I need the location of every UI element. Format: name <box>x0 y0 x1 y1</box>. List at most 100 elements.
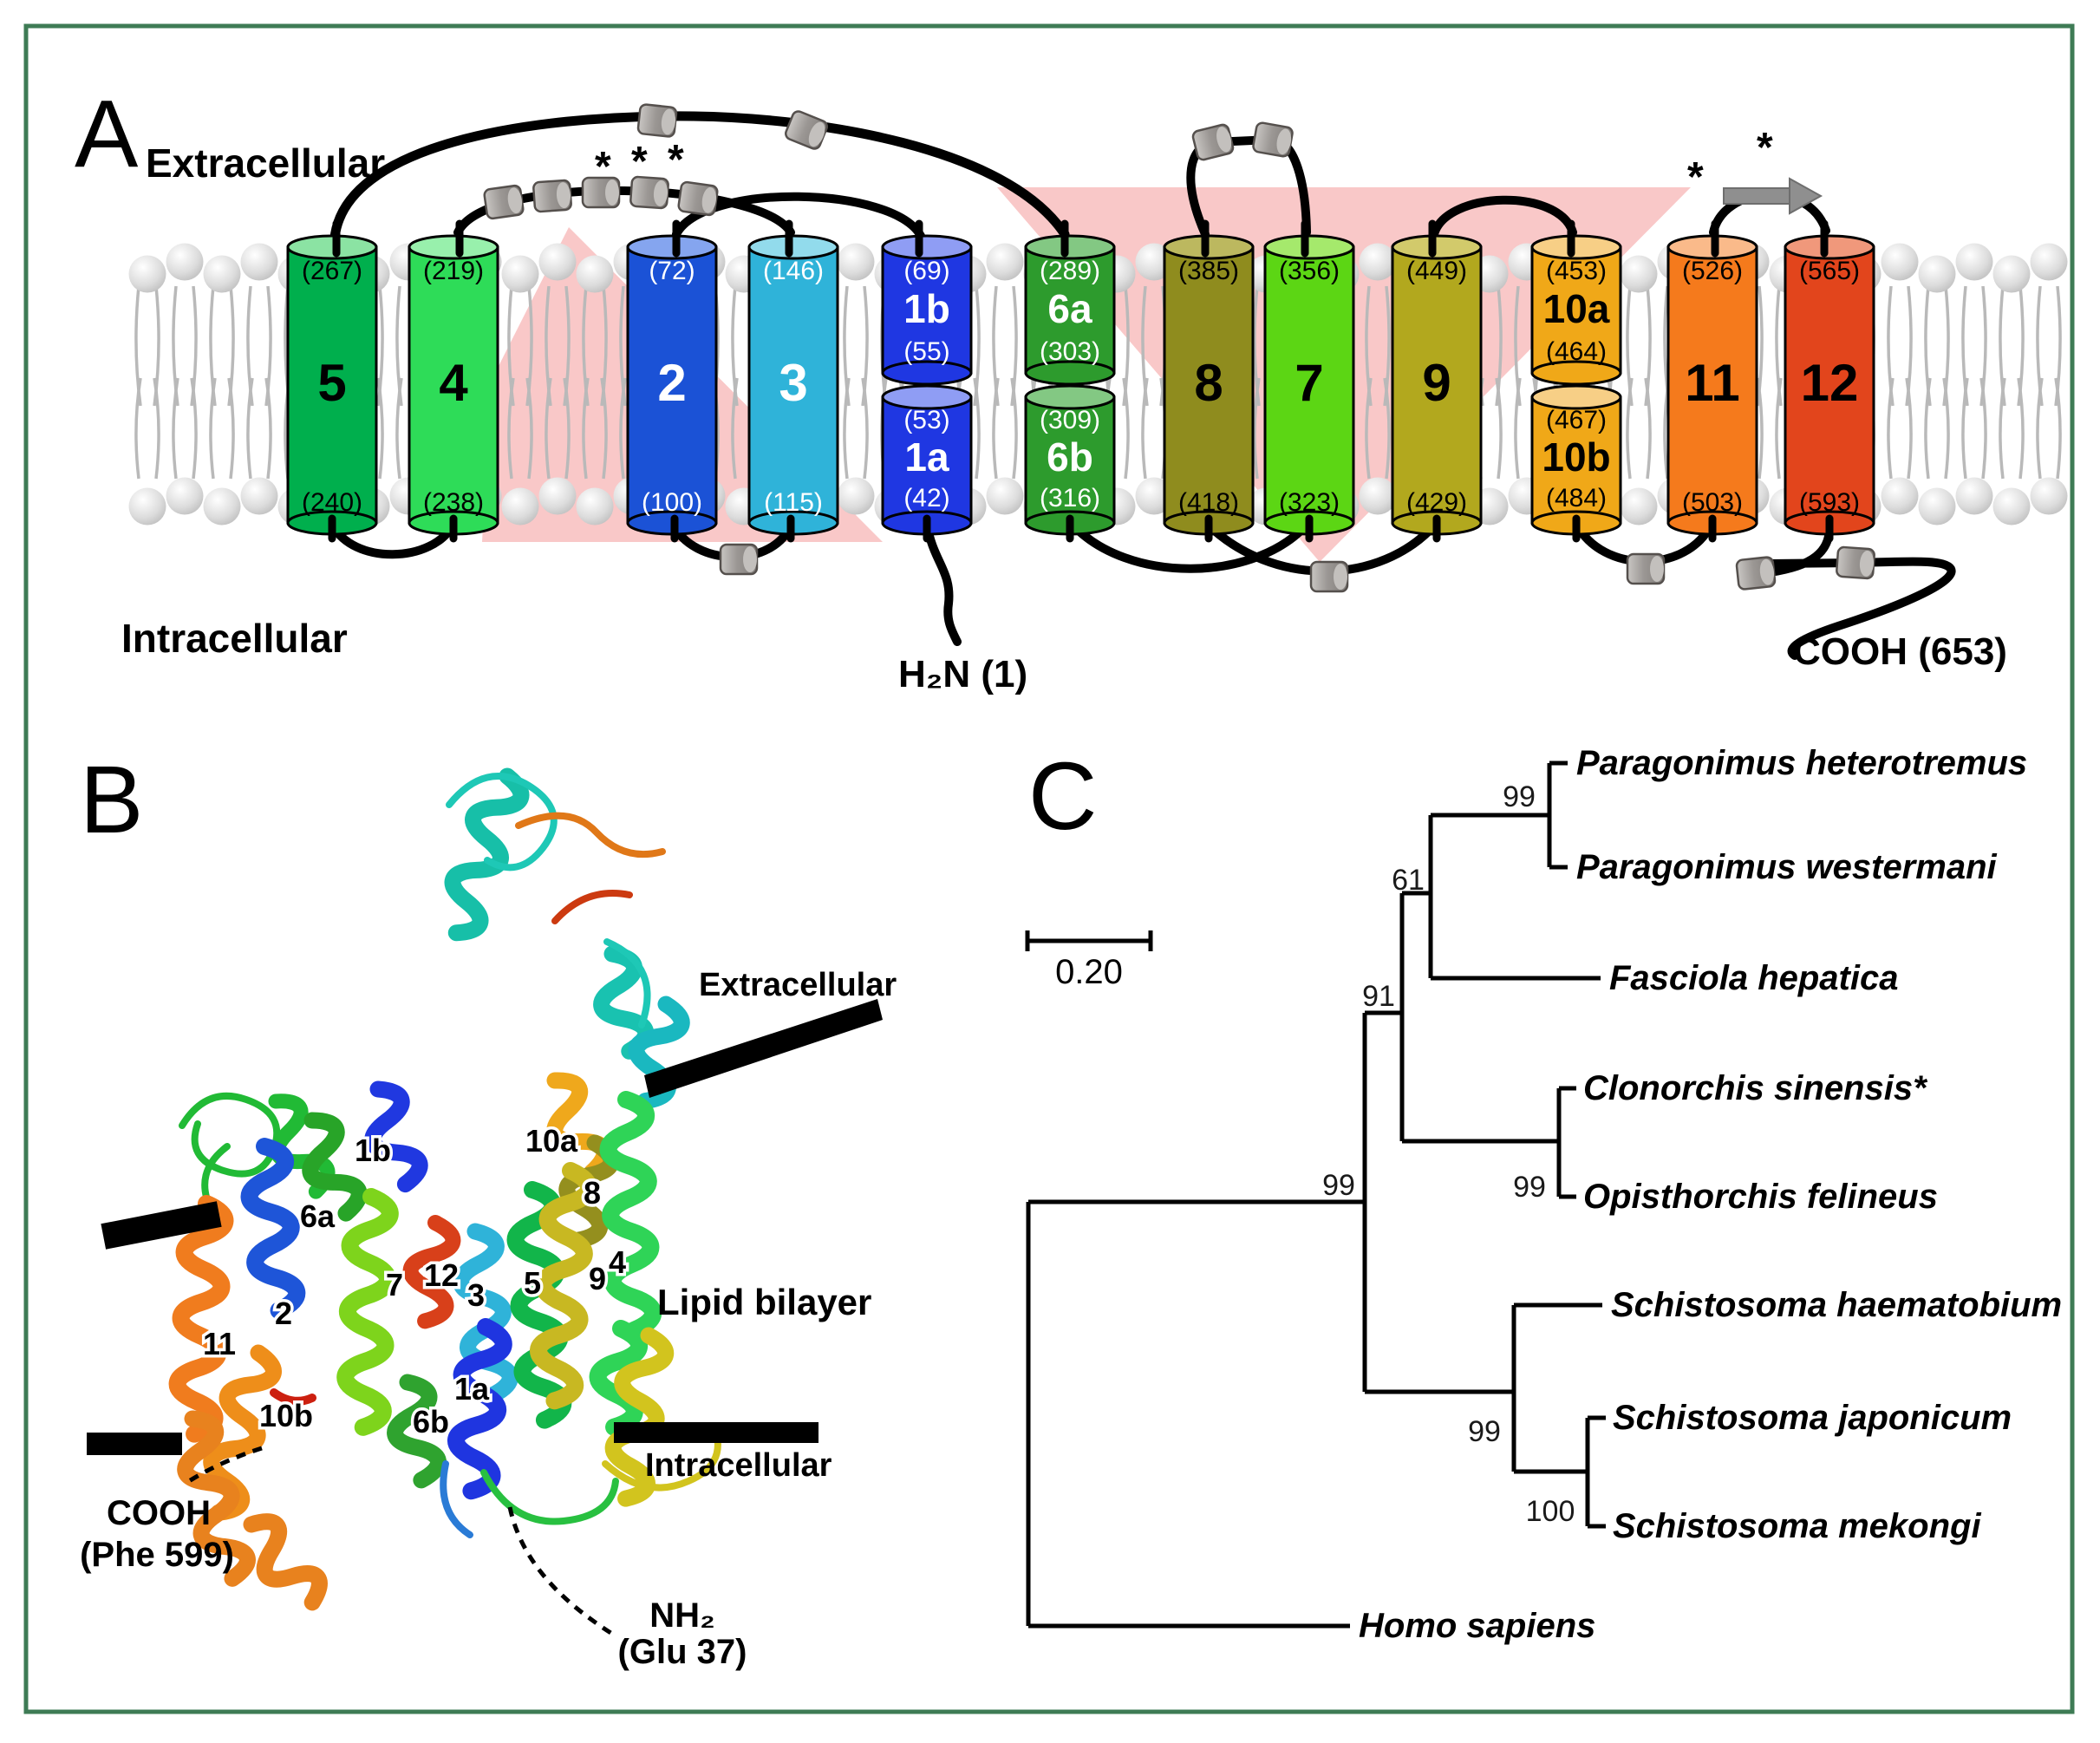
phylogenetic-tree-branches <box>1026 761 1606 1629</box>
lipid-head-icon <box>240 243 278 281</box>
bead-icon <box>483 184 525 220</box>
intracellular-label-b: Intracellular <box>645 1447 832 1484</box>
svg-text:(429): (429) <box>1406 488 1467 517</box>
svg-text:8: 8 <box>1194 354 1223 412</box>
lipid-head-icon <box>2030 243 2068 281</box>
helix-label-2: 2 <box>275 1296 292 1331</box>
svg-text:7: 7 <box>1295 354 1323 412</box>
helix-label-9: 9 <box>589 1261 606 1296</box>
helix-2-cylinder: (72) 2 (100) <box>626 234 718 536</box>
lipid-head-icon <box>1918 255 1956 293</box>
lipid-head-icon <box>576 255 614 293</box>
lipid-head-icon <box>501 487 539 526</box>
helix-label-11: 11 <box>203 1326 236 1361</box>
lipid-head-icon <box>837 477 875 515</box>
bead-icon <box>636 103 678 138</box>
helix-label-6b: 6b <box>413 1404 449 1439</box>
scale-bar: 0.20 <box>1025 930 1153 991</box>
svg-text:(526): (526) <box>1682 257 1743 285</box>
tree-tip-label-4: Clonorchis sinensis* <box>1583 1069 1928 1107</box>
svg-text:6b: 6b <box>1047 434 1093 480</box>
lipid-head-icon <box>1992 487 2031 526</box>
helix-10-cylinder: (453)10a (464) (467)10b (484) <box>1530 234 1622 536</box>
lipid-head-icon <box>501 255 539 293</box>
loop-7-8 <box>1186 135 1311 238</box>
svg-text:(240): (240) <box>302 488 362 517</box>
bootstrap-value: 99 <box>1503 780 1536 813</box>
arrow-head-icon <box>1789 177 1823 215</box>
loop-5-6a <box>329 111 1070 243</box>
extracellular-label-b: Extracellular <box>699 967 897 1003</box>
helix-12-cylinder: (565) 12 (593) <box>1784 234 1875 536</box>
panel-a-topology: A Extracellular Intracellular (267) 5 (240… <box>75 81 2068 695</box>
helix-3-cylinder: (146) 3 (115) <box>747 234 839 536</box>
svg-text:12: 12 <box>1801 354 1859 412</box>
svg-text:(289): (289) <box>1040 257 1100 285</box>
tree-tip-label-9: Homo sapiens <box>1359 1607 1595 1645</box>
helix-6-cylinder: (289)6a (303) (309)6b (316) <box>1024 234 1116 536</box>
svg-text:(55): (55) <box>903 337 949 366</box>
scale-bar-value: 0.20 <box>1055 953 1123 991</box>
svg-text:4: 4 <box>439 354 468 412</box>
svg-text:(593): (593) <box>1799 488 1860 517</box>
panel-c-letter: C <box>1028 743 1097 850</box>
helix-9-cylinder: (449) 9 (429) <box>1391 234 1483 536</box>
svg-text:(115): (115) <box>764 488 823 517</box>
tree-tip-label-1: Paragonimus heterotremus <box>1576 744 2027 782</box>
svg-text:(565): (565) <box>1799 257 1860 285</box>
lipid-head-icon <box>538 477 577 515</box>
svg-text:10a: 10a <box>1543 286 1610 331</box>
helix-label-4: 4 <box>609 1244 626 1280</box>
lipid-head-icon <box>1881 243 1919 281</box>
svg-text:11: 11 <box>1685 354 1739 412</box>
svg-text:5: 5 <box>317 354 346 412</box>
svg-text:10b: 10b <box>1542 434 1610 480</box>
svg-text:(219): (219) <box>423 257 484 285</box>
helix-label-8: 8 <box>584 1175 601 1211</box>
helix-label-10b: 10b <box>259 1398 313 1433</box>
membrane-bar-right-lower <box>614 1422 818 1443</box>
bead-icon <box>581 176 621 209</box>
svg-text:(309): (309) <box>1040 406 1100 434</box>
svg-text:(238): (238) <box>423 488 484 517</box>
bootstrap-value: 99 <box>1513 1171 1546 1204</box>
svg-text:(100): (100) <box>642 488 702 517</box>
nh2-glu37-label-line1: NH₂ <box>649 1596 715 1635</box>
helix-7-cylinder: (356) 7 (323) <box>1263 234 1355 536</box>
helix-label-1a: 1a <box>454 1371 490 1407</box>
asterisk-icon: * <box>631 139 648 185</box>
svg-text:1b: 1b <box>903 286 950 331</box>
svg-text:(467): (467) <box>1546 406 1607 434</box>
tree-tip-label-3: Fasciola hepatica <box>1609 959 1898 997</box>
nh2-glu37-label-line2: (Glu 37) <box>618 1633 747 1671</box>
bead-icon <box>532 179 572 213</box>
membrane-bar-right-upper <box>644 999 883 1098</box>
svg-text:9: 9 <box>1422 354 1451 412</box>
svg-text:(453): (453) <box>1546 257 1607 285</box>
asterisk-icon: * <box>1757 125 1773 171</box>
bead-icon <box>1252 121 1294 158</box>
loop-9-10a <box>1430 195 1577 238</box>
loop-stubs <box>328 219 1834 543</box>
helix-label-10a: 10a <box>525 1123 578 1159</box>
svg-text:(42): (42) <box>903 484 949 512</box>
lipid-head-icon <box>203 255 241 293</box>
bootstrap-value: 91 <box>1362 980 1395 1013</box>
bead-icon <box>785 110 828 150</box>
svg-text:(72): (72) <box>649 257 695 285</box>
svg-text:(323): (323) <box>1279 488 1340 517</box>
loop-1b-2 <box>672 192 925 240</box>
loop-4-5 <box>328 519 458 559</box>
extracellular-label-a: Extracellular <box>146 140 385 186</box>
beta-strand-arrow <box>1723 177 1823 215</box>
bead-icon <box>1735 556 1777 591</box>
svg-text:2: 2 <box>657 354 686 412</box>
svg-text:(69): (69) <box>903 257 949 285</box>
bootstrap-value: 61 <box>1392 864 1425 897</box>
loop-beads <box>483 103 1875 593</box>
svg-text:(356): (356) <box>1279 257 1340 285</box>
helix-label-3: 3 <box>467 1277 485 1313</box>
bead-icon <box>719 543 759 576</box>
bead-icon <box>1836 545 1875 580</box>
